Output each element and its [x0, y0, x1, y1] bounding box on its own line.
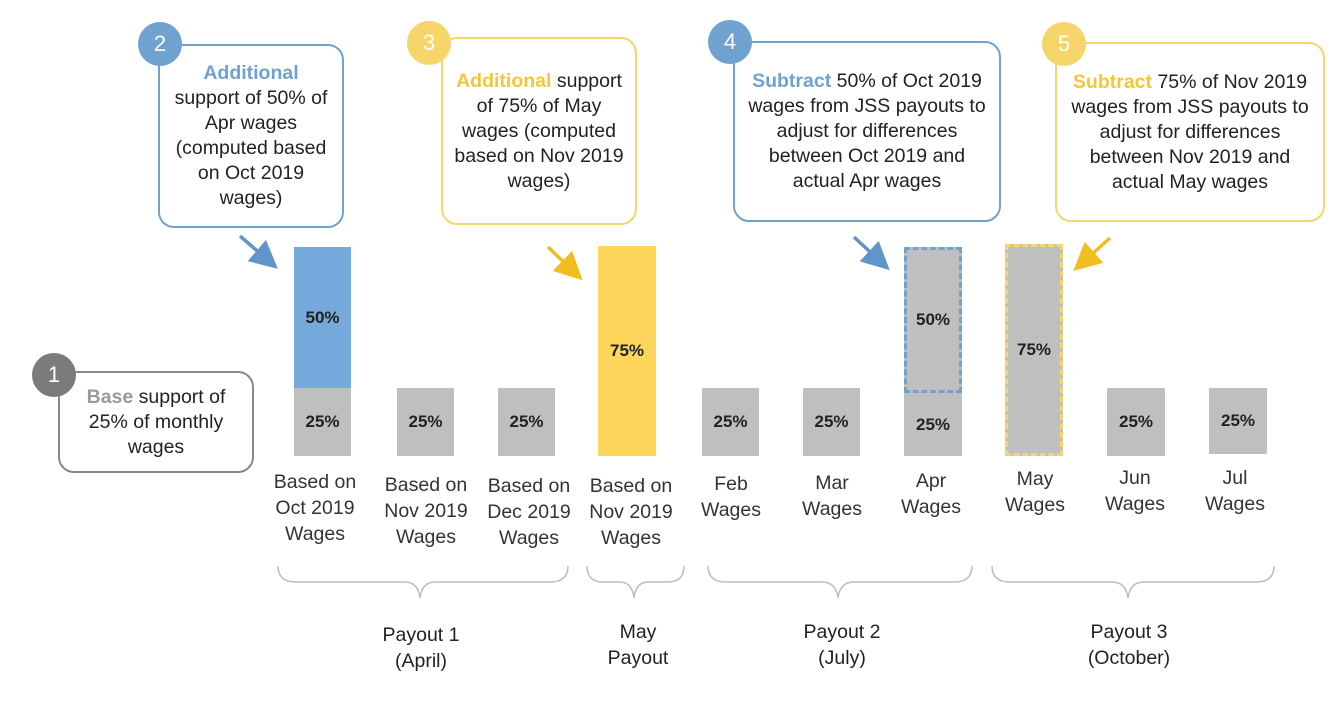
- category-label-line: Oct 2019: [275, 497, 355, 519]
- category-label-line: Nov 2019: [384, 500, 468, 522]
- payout-label: Payout 3 (October): [1039, 619, 1219, 671]
- payout-label: Payout 1 (April): [331, 622, 511, 674]
- callout-additional-apr: Additional support of 50% of Apr wages (…: [158, 44, 344, 228]
- bar-top-may-subtract: 75%: [1005, 244, 1063, 456]
- category-label-line: May: [1016, 468, 1054, 490]
- callout-base-support: Base support of 25% of monthly wages: [58, 371, 254, 473]
- step-number-badge: 1: [32, 353, 76, 397]
- category-label: Feb Wages: [676, 471, 786, 523]
- step-number-badge: 3: [407, 21, 451, 65]
- brace-payout2: [707, 565, 973, 599]
- payout-label: Payout 2 (July): [752, 619, 932, 671]
- bar-top-apr-subtract: 50%: [904, 247, 962, 393]
- category-label: Based on Nov 2019 Wages: [371, 472, 481, 550]
- callout-subtract-nov: Subtract 75% of Nov 2019 wages from JSS …: [1055, 42, 1325, 222]
- category-label: Based on Oct 2019 Wages: [260, 469, 370, 547]
- category-label-line: Wages: [1205, 493, 1265, 515]
- callout-text: support of 25% of monthly wages: [88, 385, 226, 458]
- category-label-line: Feb: [714, 473, 748, 495]
- category-label-line: Based on: [589, 475, 673, 497]
- callout-highlight: Subtract: [1072, 70, 1153, 93]
- brace-may-payout: [586, 565, 685, 599]
- category-label-line: Wages: [1105, 493, 1165, 515]
- category-label-line: Wages: [285, 523, 345, 545]
- bar-base-mar: 25%: [803, 388, 860, 456]
- payout-label-line: (October): [1087, 647, 1171, 669]
- bar-base-feb: 25%: [702, 388, 759, 456]
- bar-top-may-payout: 75%: [598, 246, 656, 456]
- category-label-line: Nov 2019: [589, 501, 673, 523]
- brace-payout3: [991, 565, 1275, 599]
- payout-label-line: Payout 2: [803, 621, 881, 643]
- category-label-line: Wages: [1005, 494, 1065, 516]
- category-label-line: Based on: [487, 475, 571, 497]
- step-number-badge: 2: [138, 22, 182, 66]
- category-label-line: Based on: [273, 471, 357, 493]
- payout-label-line: Payout 1: [382, 624, 460, 646]
- payout-label-line: (July): [818, 647, 866, 669]
- callout-highlight: Subtract: [752, 70, 832, 92]
- bar-base-nov2019: 25%: [397, 388, 454, 456]
- bar-base-apr: 25%: [904, 393, 962, 456]
- category-label-line: Based on: [384, 474, 468, 496]
- payout-label-line: May: [619, 621, 657, 643]
- callout-text: 50% of Oct 2019 wages from JSS payouts t…: [748, 70, 986, 192]
- category-label-line: Wages: [802, 498, 862, 520]
- category-label: Jul Wages: [1180, 465, 1290, 517]
- bar-base-jun: 25%: [1107, 388, 1165, 456]
- callout-text: 75% of Nov 2019 wages from JSS payouts t…: [1071, 70, 1309, 193]
- braces: [277, 565, 1275, 599]
- bar-base-dec2019: 25%: [498, 388, 555, 456]
- callout-additional-may: Additional support of 75% of May wages (…: [441, 37, 637, 225]
- callout-text: support of 50% of Apr wages (computed ba…: [174, 87, 328, 209]
- category-label: Based on Nov 2019 Wages: [576, 473, 686, 551]
- arrow-to-bar-may-payout: [546, 245, 583, 281]
- category-label-line: Wages: [396, 526, 456, 548]
- step-number-badge: 5: [1042, 22, 1086, 66]
- bar-base-oct2019: 25%: [294, 388, 351, 456]
- category-label-line: Jul: [1222, 467, 1248, 489]
- category-label: Mar Wages: [777, 470, 887, 522]
- category-label-line: Apr: [915, 470, 947, 492]
- bar-top-oct2019: 50%: [294, 247, 351, 388]
- arrow-to-bar-apr: [852, 235, 890, 271]
- category-label-line: Jun: [1119, 467, 1151, 489]
- arrow-to-bar-oct: [238, 234, 278, 269]
- category-label-line: Wages: [901, 496, 961, 518]
- callout-subtract-oct: Subtract 50% of Oct 2019 wages from JSS …: [733, 41, 1001, 222]
- category-label: Apr Wages: [876, 468, 986, 520]
- category-label-line: Mar: [815, 472, 849, 494]
- brace-payout1: [277, 565, 569, 599]
- payout-label-line: Payout: [607, 647, 669, 669]
- category-label: Based on Dec 2019 Wages: [474, 473, 584, 551]
- payout-label-line: (April): [395, 650, 447, 672]
- callout-highlight: Base: [86, 385, 134, 408]
- callout-highlight: Additional: [456, 69, 552, 92]
- category-label-line: Wages: [701, 499, 761, 521]
- step-number-badge: 4: [708, 20, 752, 64]
- callout-highlight: Additional: [203, 62, 299, 84]
- category-label: May Wages: [980, 466, 1090, 518]
- category-label-line: Wages: [499, 527, 559, 549]
- category-label-line: Wages: [601, 527, 661, 549]
- category-label-line: Dec 2019: [487, 501, 571, 523]
- arrow-to-bar-may: [1073, 236, 1112, 272]
- payout-label: May Payout: [548, 619, 728, 671]
- payout-label-line: Payout 3: [1090, 621, 1168, 643]
- bar-base-jul: 25%: [1209, 388, 1267, 454]
- callout-text: support of 75% of May wages (computed ba…: [454, 69, 624, 192]
- category-label: Jun Wages: [1080, 465, 1190, 517]
